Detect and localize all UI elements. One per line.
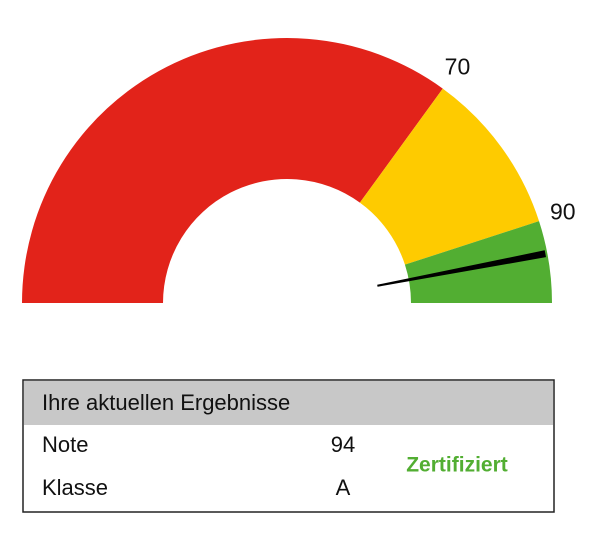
status: Zertifiziert [406, 454, 508, 477]
gauge-segment [22, 37, 443, 304]
row-value: A [336, 475, 351, 500]
needle [377, 250, 546, 287]
gauge-segment [404, 221, 552, 303]
row-value: 94 [331, 432, 355, 457]
tick-label: 70 [445, 53, 471, 79]
results-header: Ihre aktuellen Ergebnisse [42, 390, 290, 415]
row-label: Note [42, 432, 88, 457]
gauge-segment [359, 88, 540, 265]
tick-label: 90 [550, 198, 576, 224]
results-header-bg [24, 381, 553, 425]
row-label: Klasse [42, 475, 108, 500]
